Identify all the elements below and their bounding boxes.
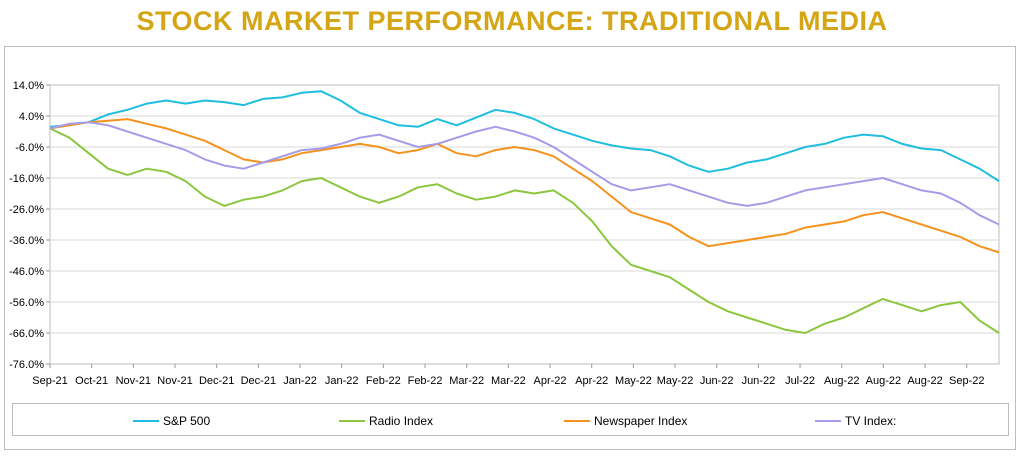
x-tick-label: Aug-22 xyxy=(866,375,901,387)
y-tick-label: -16.0% xyxy=(9,173,44,185)
legend-item-sp500: S&P 500 xyxy=(133,404,210,437)
x-tick-label: Aug-22 xyxy=(907,375,942,387)
legend-item-radio: Radio Index xyxy=(339,404,433,437)
legend-swatch-newspaper xyxy=(564,419,590,422)
x-tick-label: Jan-22 xyxy=(283,375,317,387)
series-line-newspaper xyxy=(49,118,1000,254)
legend-label-radio: Radio Index xyxy=(369,413,434,428)
legend-swatch-tv xyxy=(815,419,841,422)
chart-title: STOCK MARKET PERFORMANCE: TRADITIONAL ME… xyxy=(136,6,888,36)
chart-frame xyxy=(4,46,1016,450)
y-tick-label: 14.0% xyxy=(13,80,44,92)
y-tick-label: -56.0% xyxy=(9,297,44,309)
y-tick-label: -26.0% xyxy=(9,204,44,216)
legend-swatch-radio xyxy=(339,419,365,422)
y-tick-label: -46.0% xyxy=(9,266,44,278)
legend-item-newspaper: Newspaper Index xyxy=(564,404,687,437)
x-tick-label: Jun-22 xyxy=(700,375,734,387)
x-tick-label: Dec-21 xyxy=(241,375,276,387)
legend-swatch-sp500 xyxy=(133,419,159,422)
x-tick-label: Oct-21 xyxy=(75,375,108,387)
legend: S&P 500 Radio Index Newspaper Index TV I… xyxy=(12,403,1009,436)
series-line-tv xyxy=(49,121,1000,226)
x-tick-label: Feb-22 xyxy=(366,375,401,387)
line-chart: 14.0% 4.0% -6.0% -16.0% -26.0% -36.0% -46.0% -5… xyxy=(9,80,1000,387)
x-tick-label: Sep-22 xyxy=(949,375,984,387)
x-tick-label: Apr-22 xyxy=(575,375,608,387)
y-tick-label: 4.0% xyxy=(19,111,44,123)
x-tick-label: May-22 xyxy=(657,375,694,387)
x-tick-label: Nov-21 xyxy=(157,375,192,387)
legend-item-tv: TV Index: xyxy=(815,404,896,437)
x-tick-label: Jul-22 xyxy=(785,375,815,387)
plot-area xyxy=(49,84,1000,365)
x-tick-label: Aug-22 xyxy=(824,375,859,387)
y-tick-label: -6.0% xyxy=(15,142,44,154)
x-tick-label: Nov-21 xyxy=(116,375,151,387)
x-tick-label: Mar-22 xyxy=(491,375,526,387)
series-line-sp500 xyxy=(49,90,1000,182)
y-tick-label: -36.0% xyxy=(9,235,44,247)
x-tick-label: Apr-22 xyxy=(534,375,567,387)
x-tick-label: May-22 xyxy=(615,375,652,387)
x-tick-label: Feb-22 xyxy=(408,375,443,387)
legend-label-sp500: S&P 500 xyxy=(163,413,211,428)
x-tick-label: Jun-22 xyxy=(742,375,776,387)
legend-label-tv: TV Index: xyxy=(845,413,897,428)
series-line-radio xyxy=(49,127,1000,334)
y-tick-label: -76.0% xyxy=(9,359,44,371)
x-tick-label: Jan-22 xyxy=(325,375,359,387)
y-tick-label: -66.0% xyxy=(9,328,44,340)
x-tick-label: Sep-21 xyxy=(32,375,67,387)
x-tick-label: Dec-21 xyxy=(199,375,234,387)
legend-label-newspaper: Newspaper Index xyxy=(594,413,688,428)
x-tick-label: Mar-22 xyxy=(449,375,484,387)
